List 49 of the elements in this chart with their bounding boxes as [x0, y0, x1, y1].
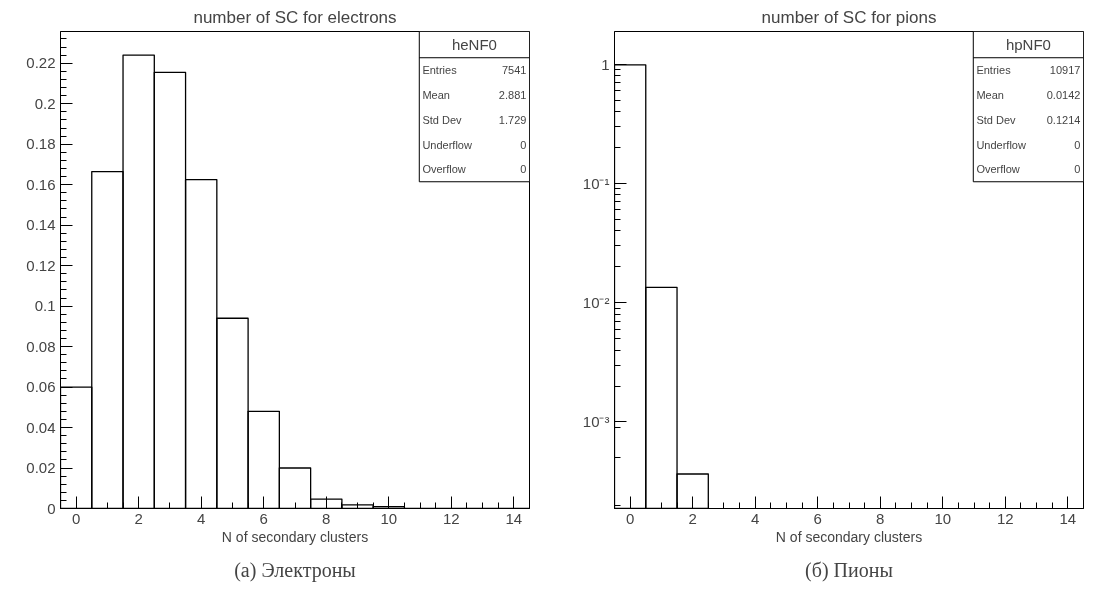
y-tick-label: 0.18 — [26, 135, 56, 153]
x-tick-label: 0 — [71, 509, 81, 527]
y-tick-label: 0.12 — [26, 256, 56, 274]
text: Std Dev 0.1214 — [976, 113, 1081, 126]
y-tick-label: 0.1 — [34, 297, 56, 315]
y-tick-label: 0.02 — [26, 459, 56, 477]
x-tick-label: 10 — [380, 509, 398, 527]
text: Overflow 0 — [976, 163, 1081, 176]
x-tick-label: 6 — [259, 509, 268, 527]
text: Entries 10917 — [976, 64, 1081, 77]
text: Std Dev 1.729 — [422, 113, 527, 126]
chart-title: number of SC for electrons — [193, 7, 397, 27]
x-tick-label: 2 — [134, 509, 143, 527]
text: Overflow 0 — [422, 163, 527, 176]
x-tick-label: 0 — [625, 509, 635, 527]
x-tick-label: 8 — [876, 509, 885, 527]
y-tick-label: 10⁻² — [582, 294, 610, 312]
annotation: hpNF0 — [1005, 36, 1051, 54]
y-tick-label: 0.14 — [26, 216, 56, 234]
annotation: heNF0 — [451, 36, 497, 54]
text: (а) Электроны — [234, 558, 356, 582]
y-tick-label: 1 — [601, 55, 610, 73]
x-tick-label: 12 — [996, 509, 1014, 527]
y-tick-label: 0.2 — [34, 94, 56, 112]
x-tick-label: 2 — [688, 509, 697, 527]
x-tick-label: 12 — [442, 509, 460, 527]
x-axis-title: N of secondary clusters — [221, 528, 369, 545]
text: Mean 2.881 — [422, 88, 527, 101]
text: Underflow 0 — [976, 138, 1081, 151]
y-tick-label: 10⁻³ — [582, 413, 610, 431]
x-axis-title: N of secondary clusters — [775, 528, 923, 545]
chart-title: number of SC for pions — [761, 7, 937, 27]
y-tick-label: 0.08 — [26, 337, 56, 355]
y-tick-label: 0.16 — [26, 175, 56, 193]
y-tick-label: 0.04 — [26, 418, 56, 436]
text: Underflow 0 — [422, 138, 527, 151]
y-tick-label: 0.22 — [26, 54, 56, 72]
text: Mean 0.0142 — [976, 88, 1081, 101]
text: Entries 7541 — [422, 64, 527, 77]
x-tick-label: 4 — [751, 509, 760, 527]
x-tick-label: 14 — [1059, 509, 1077, 527]
y-tick-label: 0.06 — [26, 378, 56, 396]
x-tick-label: 6 — [813, 509, 822, 527]
x-tick-label: 10 — [934, 509, 952, 527]
x-tick-label: 8 — [322, 509, 331, 527]
y-tick-label: 10⁻¹ — [582, 174, 610, 192]
x-tick-label: 4 — [197, 509, 206, 527]
text: (б) Пионы — [805, 558, 893, 582]
x-tick-label: 14 — [505, 509, 523, 527]
